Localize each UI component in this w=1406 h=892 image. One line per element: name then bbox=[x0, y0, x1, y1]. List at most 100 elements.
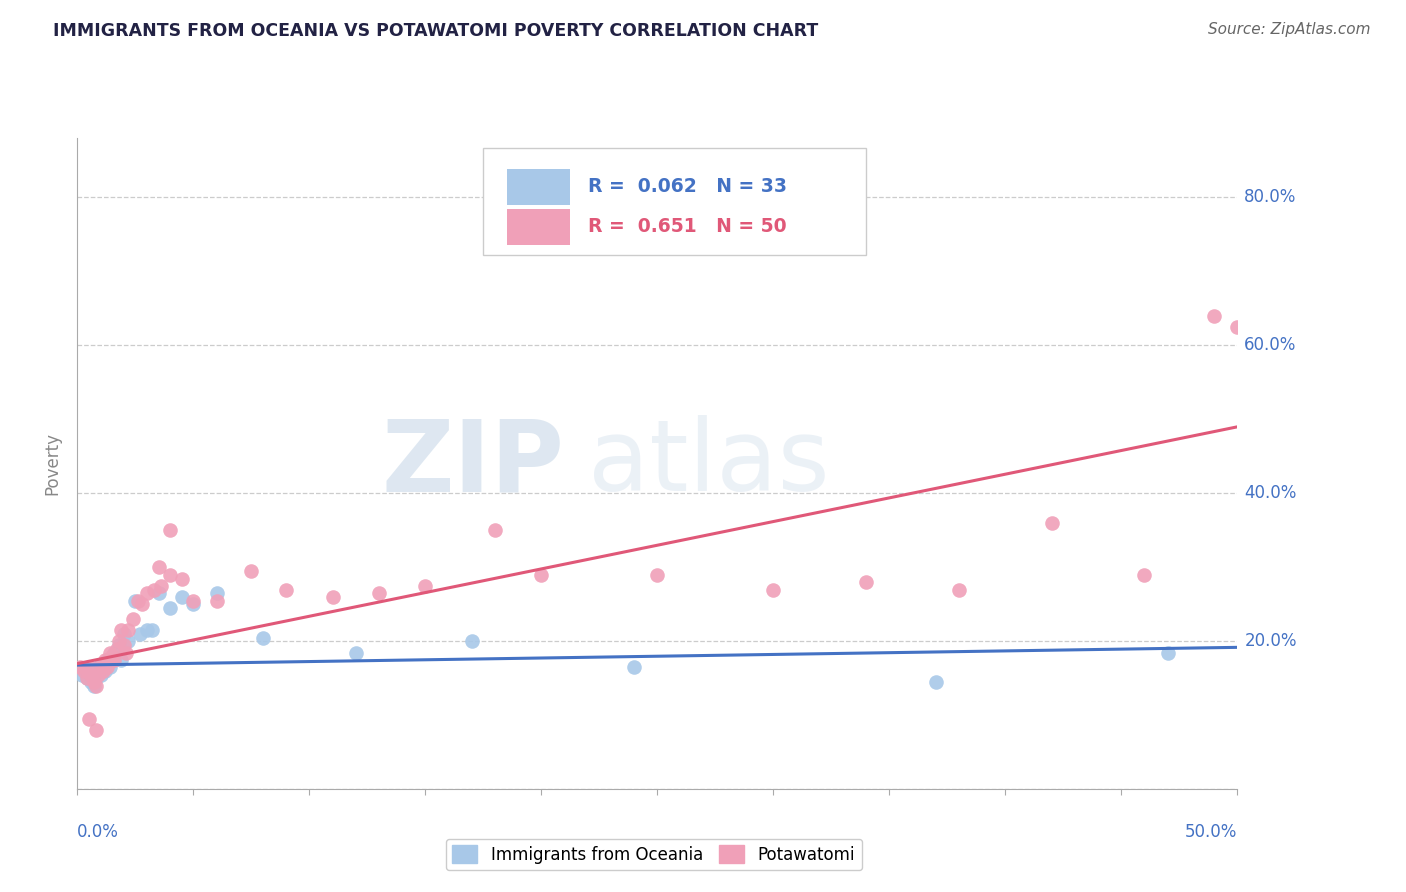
Text: 40.0%: 40.0% bbox=[1244, 484, 1296, 502]
Y-axis label: Poverty: Poverty bbox=[44, 433, 62, 495]
Point bbox=[83, 675, 105, 690]
Text: Source: ZipAtlas.com: Source: ZipAtlas.com bbox=[1208, 22, 1371, 37]
Point bbox=[91, 657, 114, 671]
Text: 50.0%: 50.0% bbox=[1185, 823, 1237, 841]
Point bbox=[623, 660, 645, 674]
Point bbox=[77, 660, 100, 674]
Point bbox=[94, 653, 117, 667]
Point bbox=[80, 667, 103, 681]
Point bbox=[159, 601, 181, 615]
Point bbox=[205, 586, 228, 600]
Point bbox=[1133, 567, 1156, 582]
Point bbox=[252, 631, 274, 645]
Text: ZIP: ZIP bbox=[381, 416, 565, 512]
Point bbox=[98, 646, 121, 660]
Point bbox=[948, 582, 970, 597]
Text: 20.0%: 20.0% bbox=[1244, 632, 1296, 650]
Point bbox=[94, 664, 117, 678]
Point bbox=[131, 598, 153, 612]
Point bbox=[205, 593, 228, 607]
Point bbox=[101, 649, 124, 664]
Point bbox=[103, 653, 125, 667]
Point bbox=[124, 593, 146, 607]
Point bbox=[84, 679, 107, 693]
Point bbox=[84, 723, 107, 738]
Point bbox=[183, 593, 205, 607]
Point bbox=[484, 524, 506, 538]
Point bbox=[101, 653, 124, 667]
Text: atlas: atlas bbox=[588, 416, 830, 512]
Point bbox=[159, 524, 181, 538]
Point bbox=[135, 586, 157, 600]
Point bbox=[110, 624, 132, 638]
Point bbox=[117, 634, 139, 648]
Point bbox=[110, 653, 132, 667]
Point bbox=[925, 675, 948, 690]
Point bbox=[69, 660, 91, 674]
Point bbox=[321, 590, 344, 604]
Point bbox=[413, 579, 436, 593]
Text: 80.0%: 80.0% bbox=[1244, 188, 1296, 206]
Point bbox=[96, 660, 118, 674]
Point bbox=[274, 582, 298, 597]
Text: 60.0%: 60.0% bbox=[1244, 336, 1296, 354]
Point bbox=[148, 560, 170, 574]
Point bbox=[461, 634, 484, 648]
Point bbox=[70, 667, 93, 681]
Point bbox=[96, 653, 118, 667]
Point bbox=[170, 572, 193, 586]
Point bbox=[1226, 320, 1249, 334]
Point bbox=[368, 586, 391, 600]
Text: 0.0%: 0.0% bbox=[77, 823, 120, 841]
Point bbox=[159, 567, 181, 582]
Point bbox=[183, 598, 205, 612]
Point bbox=[87, 660, 110, 674]
Point bbox=[240, 564, 263, 578]
Point bbox=[149, 579, 172, 593]
Point bbox=[83, 679, 105, 693]
Point bbox=[80, 675, 103, 690]
Point bbox=[148, 586, 170, 600]
Point bbox=[115, 646, 138, 660]
Point bbox=[73, 664, 96, 678]
Point bbox=[127, 593, 149, 607]
Point bbox=[76, 672, 98, 686]
Point bbox=[344, 646, 367, 660]
Text: R =  0.062   N = 33: R = 0.062 N = 33 bbox=[588, 178, 787, 196]
Point bbox=[108, 638, 131, 652]
Bar bbox=[506, 169, 571, 205]
Point bbox=[142, 582, 165, 597]
Point bbox=[1156, 646, 1178, 660]
Point bbox=[855, 575, 877, 590]
Point bbox=[77, 664, 100, 678]
Text: IMMIGRANTS FROM OCEANIA VS POTAWATOMI POVERTY CORRELATION CHART: IMMIGRANTS FROM OCEANIA VS POTAWATOMI PO… bbox=[53, 22, 818, 40]
Point bbox=[112, 627, 135, 641]
Point bbox=[117, 624, 139, 638]
Point bbox=[647, 567, 669, 582]
Legend: Immigrants from Oceania, Potawatomi: Immigrants from Oceania, Potawatomi bbox=[446, 838, 862, 871]
Bar bbox=[506, 210, 571, 245]
Point bbox=[1202, 309, 1225, 323]
Point bbox=[84, 672, 107, 686]
Point bbox=[91, 664, 114, 678]
Point bbox=[76, 672, 98, 686]
Point bbox=[87, 667, 110, 681]
Point bbox=[112, 638, 135, 652]
Point bbox=[1040, 516, 1063, 530]
Point bbox=[762, 582, 785, 597]
Point bbox=[105, 641, 128, 656]
Point bbox=[103, 646, 125, 660]
Point bbox=[108, 634, 131, 648]
Point bbox=[98, 660, 121, 674]
FancyBboxPatch shape bbox=[484, 148, 866, 255]
Point bbox=[129, 627, 152, 641]
Point bbox=[90, 667, 111, 681]
Point bbox=[77, 712, 100, 726]
Point bbox=[530, 567, 553, 582]
Point bbox=[135, 624, 157, 638]
Point bbox=[122, 612, 145, 626]
Text: R =  0.651   N = 50: R = 0.651 N = 50 bbox=[588, 218, 786, 236]
Point bbox=[90, 657, 111, 671]
Point bbox=[170, 590, 193, 604]
Point bbox=[141, 624, 163, 638]
